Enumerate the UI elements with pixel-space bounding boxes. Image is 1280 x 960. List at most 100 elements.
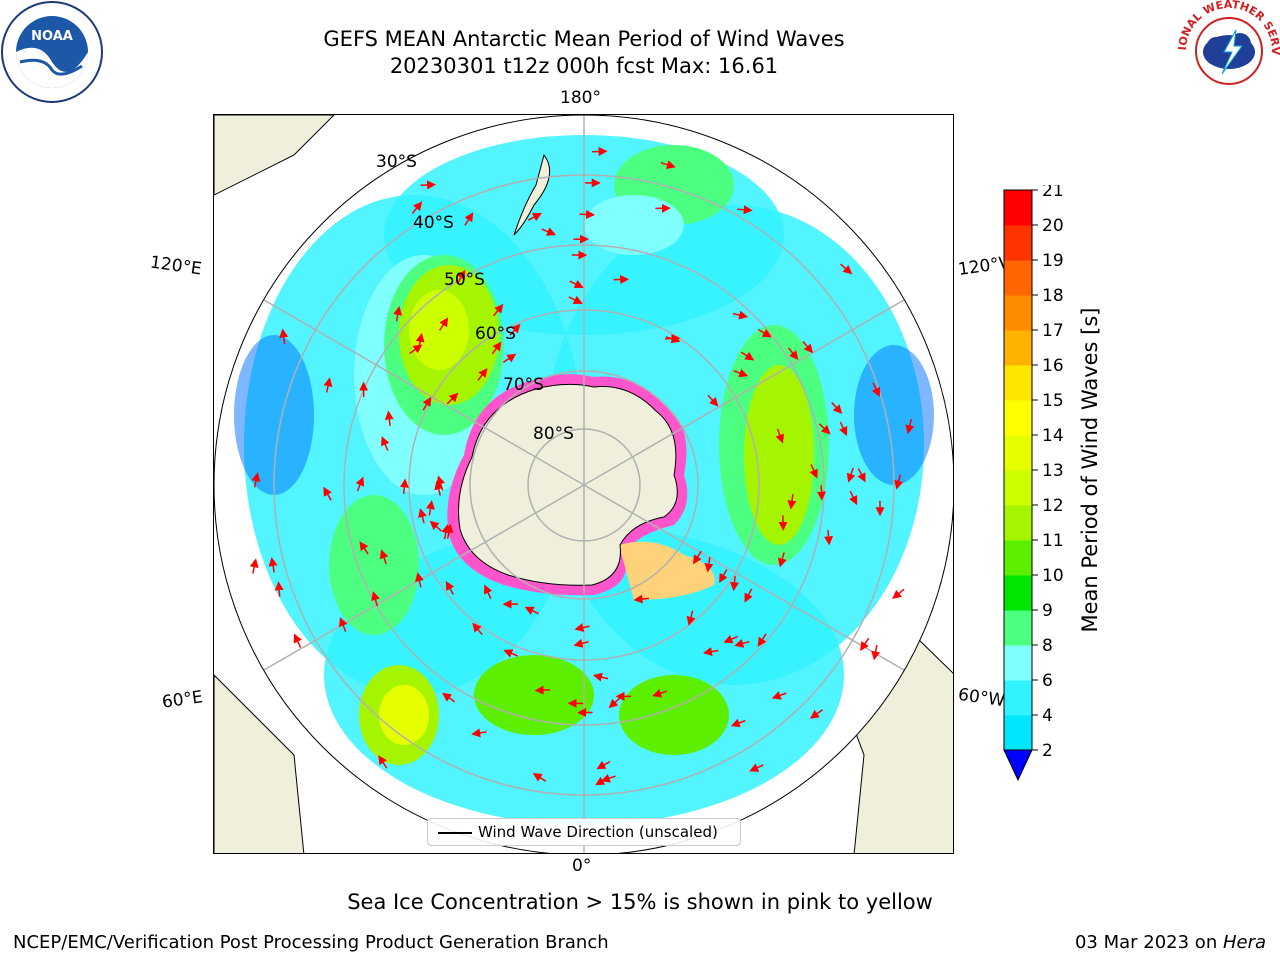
colorbar-tick-label: 17 — [1042, 321, 1064, 341]
label-lat-40: 40°S — [413, 213, 454, 233]
wave-direction-arrow — [831, 402, 843, 414]
wave-direction-arrow — [378, 755, 388, 769]
wave-direction-arrow — [775, 428, 785, 444]
wave-direction-arrow — [355, 476, 365, 492]
wave-direction-arrow — [359, 541, 369, 555]
wave-direction-arrow — [846, 467, 856, 483]
wave-direction-arrow — [464, 212, 474, 226]
wave-direction-arrow — [399, 478, 409, 495]
colorbar-tick-label: 12 — [1042, 496, 1064, 516]
colorbar-band — [1004, 470, 1032, 506]
colorbar-band — [1004, 330, 1032, 366]
sea-ice-weddell — [619, 541, 715, 600]
wave-direction-arrow — [418, 508, 427, 524]
wave-direction-arrow — [509, 323, 521, 336]
wave-direction-arrow — [411, 201, 423, 214]
sea-ice-footnote: Sea Ice Concentration > 15% is shown in … — [347, 890, 933, 914]
wave-direction-arrow — [849, 490, 858, 506]
wave-direction-arrow — [323, 377, 333, 393]
label-lat-60: 60°S — [475, 324, 516, 344]
wave-direction-arrow — [871, 644, 881, 661]
wave-direction-arrow — [249, 558, 259, 574]
wave-direction-arrow — [503, 649, 518, 658]
colorbar-band — [1004, 365, 1032, 401]
wave-direction-arrow — [859, 637, 870, 651]
wave-direction-arrow — [633, 594, 650, 604]
wave-direction-arrow — [719, 569, 728, 583]
wind-wave-arrows — [249, 146, 915, 786]
wave-direction-arrow — [573, 638, 589, 648]
wave-direction-arrow — [569, 279, 584, 289]
wave-direction-arrow — [744, 588, 753, 603]
wave-direction-arrow — [568, 295, 583, 304]
wave-direction-arrow — [707, 394, 719, 407]
wave-direction-arrow — [777, 552, 787, 568]
wave-direction-arrow — [491, 341, 502, 355]
wave-direction-arrow — [524, 606, 539, 615]
wave-direction-arrow — [527, 212, 542, 222]
wave-direction-arrow — [429, 520, 442, 532]
wave-direction-arrow — [730, 718, 746, 728]
wave-direction-arrow — [420, 180, 437, 190]
colorbar-band — [1004, 715, 1032, 751]
wave-direction-arrow — [703, 647, 719, 657]
wave-direction-arrow — [532, 773, 547, 782]
wave-direction-arrow — [749, 763, 764, 772]
wave-direction-arrow — [652, 688, 668, 698]
wave-direction-arrow — [686, 610, 696, 626]
wave-direction-arrow — [839, 421, 848, 437]
wave-direction-arrow — [446, 392, 459, 405]
wave-direction-arrow — [434, 480, 444, 496]
wave-direction-arrow — [371, 591, 380, 607]
colorbar-band — [1004, 400, 1032, 436]
wave-direction-arrow — [274, 581, 284, 597]
wave-direction-arrow — [771, 691, 787, 700]
colorbar-band — [1004, 575, 1032, 611]
wave-direction-arrow — [381, 436, 390, 451]
wave-direction-arrow — [732, 310, 749, 320]
wave-direction-arrow — [415, 332, 425, 349]
wave-direction-arrow — [502, 353, 517, 363]
wave-direction-arrow — [293, 633, 302, 648]
map-title: GEFS MEAN Antarctic Mean Period of Wind … — [323, 27, 845, 51]
wave-direction-arrow — [426, 500, 435, 516]
wave-direction-arrow — [574, 623, 590, 632]
credit-line: NCEP/EMC/Verification Post Processing Pr… — [13, 932, 609, 953]
wave-direction-arrow — [608, 697, 621, 709]
wave-direction-arrow — [592, 672, 609, 682]
colorbar-band — [1004, 435, 1032, 471]
date-machine: Hera — [1222, 932, 1266, 953]
wave-direction-arrow — [704, 557, 714, 573]
wave-direction-arrow — [905, 418, 915, 435]
land-new-zealand — [513, 153, 551, 236]
wave-direction-arrow — [818, 423, 831, 435]
date-stamp: 03 Mar 2023 on Hera — [1075, 932, 1266, 953]
colorbar-band — [1004, 680, 1032, 716]
colorbar-band — [1004, 540, 1032, 576]
colorbar-tick-label: 15 — [1042, 391, 1064, 411]
wave-direction-arrow — [892, 588, 905, 600]
land-australia-edge — [214, 115, 335, 196]
colorbar-band — [1004, 190, 1032, 226]
wave-direction-arrow — [840, 263, 853, 275]
wave-direction-arrow — [787, 494, 797, 510]
wave-direction-arrow — [809, 464, 818, 479]
wave-direction-arrow — [477, 368, 488, 381]
colorbar-tick-label: 16 — [1042, 356, 1064, 376]
colorbar-label: Mean Period of Wind Waves [s] — [1078, 308, 1100, 633]
label-lat-30: 30°S — [376, 152, 417, 172]
label-lon-0: 0° — [572, 856, 592, 876]
colorbar-tick-label: 14 — [1042, 426, 1064, 446]
colorbar-tick-label: 9 — [1042, 601, 1053, 621]
wave-direction-arrow — [809, 709, 823, 719]
label-lon-180: 180° — [560, 88, 601, 108]
wave-direction-arrow — [729, 575, 739, 592]
colorbar-ticks: 2 4 6 8 9 10 11 12 13 14 15 16 17 18 19 20 21 — [1032, 185, 1064, 761]
colorbar-tick-label: 18 — [1042, 286, 1064, 306]
wave-direction-arrow — [787, 347, 799, 360]
wave-direction-arrow — [660, 160, 676, 169]
wave-direction-arrow — [613, 275, 630, 285]
wave-direction-arrow — [592, 146, 608, 156]
colorbar: 2 4 6 8 9 10 11 12 13 14 15 16 17 18 19 20 21 Mean Perio… — [1003, 185, 1100, 782]
wave-direction-arrow — [871, 382, 880, 397]
